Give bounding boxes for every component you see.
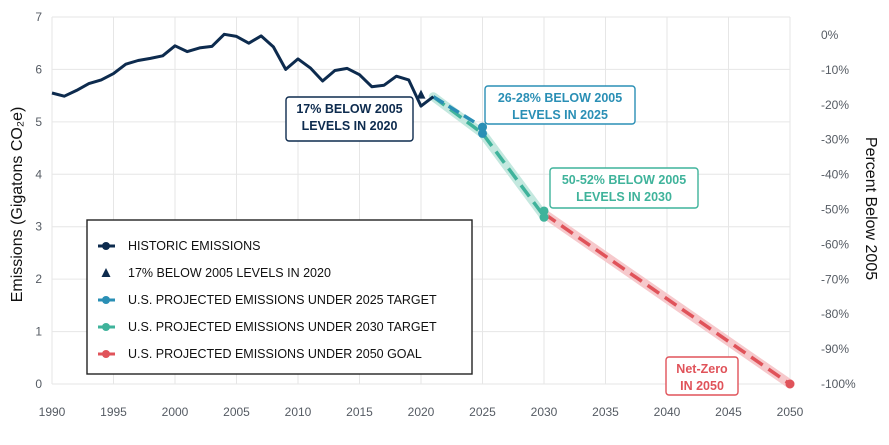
series-line-2050-goal (543, 212, 791, 386)
y-tick-label: 2 (35, 272, 42, 286)
y-tick-label: 4 (35, 167, 42, 181)
legend-item: U.S. PROJECTED EMISSIONS UNDER 2030 TARG… (98, 320, 437, 334)
y2-tick-label: -20% (821, 98, 849, 112)
y2-tick-label: -70% (821, 272, 849, 286)
legend-label: U.S. PROJECTED EMISSIONS UNDER 2050 GOAL (128, 347, 422, 361)
legend: HISTORIC EMISSIONS 17% BELOW 2005 LEVELS … (86, 219, 473, 375)
x-tick-label: 2025 (469, 405, 496, 419)
x-tick-label: 2005 (223, 405, 250, 419)
annotation-text: Net-Zero (676, 362, 728, 376)
annotation-text: 17% BELOW 2005 (296, 102, 402, 116)
legend-item: 17% BELOW 2005 LEVELS IN 2020 (101, 266, 331, 280)
legend-swatch-dot (102, 296, 110, 304)
annotation-frame (484, 85, 636, 125)
y2-tick-label: -10% (821, 63, 849, 77)
legend-frame (86, 219, 473, 375)
y2-tick-label: -90% (821, 342, 849, 356)
annotation-box: 17% BELOW 2005 LEVELS IN 2020 (285, 96, 414, 142)
annotation-text: LEVELS IN 2030 (576, 190, 672, 204)
annotation-box: 50-52% BELOW 2005 LEVELS IN 2030 (549, 167, 699, 209)
point-2030-target (539, 206, 549, 216)
y-tick-label: 7 (35, 10, 42, 24)
point-2030-target-low (539, 212, 549, 222)
annotation-text: LEVELS IN 2025 (512, 108, 608, 122)
point-2020-target (416, 89, 426, 99)
x-tick-label: 2015 (346, 405, 373, 419)
y2-axis-title: Percent Below 2005 (862, 137, 879, 280)
legend-label: U.S. PROJECTED EMISSIONS UNDER 2025 TARG… (128, 293, 437, 307)
y2-tick-label: 0% (821, 28, 839, 42)
annotation-frame (285, 96, 414, 142)
y-tick-label: 0 (35, 377, 42, 391)
y-tick-label: 5 (35, 115, 42, 129)
y-tick-label: 3 (35, 220, 42, 234)
y-tick-label: 1 (35, 325, 42, 339)
axes: 0 1 2 3 4 5 6 7 1990 1995 2000 2005 2010 2015 2020 2025… (9, 10, 879, 419)
x-tick-label: 1995 (100, 405, 127, 419)
y2-tick-label: -80% (821, 307, 849, 321)
annotation-text: 50-52% BELOW 2005 (562, 173, 686, 187)
x-tick-label: 2045 (715, 405, 742, 419)
legend-swatch-dot (102, 350, 110, 358)
x-tick-label: 2000 (162, 405, 189, 419)
point-2025-target (478, 122, 487, 132)
y2-tick-label: -60% (821, 237, 849, 251)
x-tick-label: 2040 (654, 405, 681, 419)
series-line-2030-target (432, 95, 546, 218)
legend-swatch-dot (102, 242, 110, 250)
annotations: 17% BELOW 2005 LEVELS IN 2020 26-28% BELOW… (285, 85, 739, 396)
y2-tick-label: -100% (821, 377, 856, 391)
point-2025-target-low (478, 128, 487, 138)
y2-tick-label: -40% (821, 168, 849, 182)
annotation-frame (549, 167, 699, 209)
y2-tick-label: -30% (821, 133, 849, 147)
legend-swatch-dot (102, 323, 110, 331)
y-axis-title: Emissions (Gigatons CO₂e) (9, 107, 26, 303)
annotation-frame (665, 356, 739, 396)
series-markers (416, 89, 795, 389)
x-tick-label: 2020 (408, 405, 435, 419)
series-line-historic (51, 32, 435, 108)
legend-label: U.S. PROJECTED EMISSIONS UNDER 2030 TARG… (128, 320, 437, 334)
legend-item: U.S. PROJECTED EMISSIONS UNDER 2025 TARG… (98, 293, 437, 307)
point-2050-goal (785, 379, 795, 389)
x-tick-label: 2035 (592, 405, 619, 419)
legend-label: HISTORIC EMISSIONS (128, 239, 260, 253)
legend-swatch-triangle (101, 268, 111, 277)
annotation-text: IN 2050 (680, 379, 724, 393)
y-tick-label: 6 (35, 62, 42, 76)
annotation-box: Net-Zero IN 2050 (665, 356, 739, 396)
annotation-text: 26-28% BELOW 2005 (498, 91, 622, 105)
x-tick-label: 2010 (285, 405, 312, 419)
legend-label: 17% BELOW 2005 LEVELS IN 2020 (128, 266, 331, 280)
x-tick-label: 2050 (777, 405, 804, 419)
legend-item: HISTORIC EMISSIONS (98, 239, 260, 253)
y2-tick-label: -50% (821, 203, 849, 217)
series-line-2025-target (432, 95, 484, 129)
x-tick-label: 2030 (531, 405, 558, 419)
x-tick-label: 1990 (39, 405, 66, 419)
annotation-text: LEVELS IN 2020 (302, 119, 398, 133)
annotation-box: 26-28% BELOW 2005 LEVELS IN 2025 (484, 85, 636, 125)
legend-item: U.S. PROJECTED EMISSIONS UNDER 2050 GOAL (98, 347, 422, 361)
